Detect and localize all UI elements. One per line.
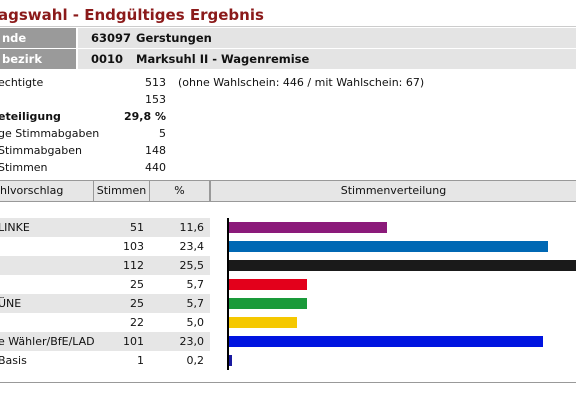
stat-row: echtigte 513 (ohne Wahlschein: 446 / mit W… — [0, 74, 576, 91]
stat-row: eteiligung 29,8 % — [0, 108, 576, 125]
results-table-header: hlvorschlag Stimmen % Stimmenverteilung — [0, 180, 576, 202]
region-code: 0010 — [91, 52, 124, 66]
stat-value: 148 — [145, 144, 166, 157]
table-row: 112 25,5 — [0, 256, 576, 275]
stat-row: ge Stimmabgaben 5 — [0, 125, 576, 142]
table-row: e Wähler/BfE/LAD 101 23,0 — [0, 332, 576, 351]
region-code: 63097 — [91, 31, 132, 45]
stat-note: (ohne Wahlschein: 446 / mit Wahlschein: … — [178, 76, 425, 89]
region-label: nde — [0, 28, 76, 48]
candidate-name: ÜNE — [0, 297, 22, 310]
stat-label: eteiligung — [0, 110, 61, 123]
candidate-votes: 1 — [137, 354, 144, 367]
candidate-name: Basis — [0, 354, 27, 367]
vote-share-bar — [229, 241, 548, 252]
stat-label: Stimmabgaben — [0, 144, 82, 157]
vote-share-bar — [229, 317, 297, 328]
column-header-percent: % — [150, 181, 210, 201]
table-row: 22 5,0 — [0, 313, 576, 332]
candidate-votes: 112 — [123, 259, 144, 272]
row-shade — [0, 218, 210, 237]
vote-share-bar — [229, 355, 232, 366]
candidate-votes: 51 — [130, 221, 144, 234]
region-label: bezirk — [0, 49, 76, 69]
row-shade — [0, 256, 210, 275]
candidate-name: e Wähler/BfE/LAD — [0, 335, 95, 348]
page-title: agswahl - Endgültiges Ergebnis — [0, 6, 264, 24]
stat-row: Stimmabgaben 148 — [0, 142, 576, 159]
column-header-candidate: hlvorschlag — [0, 181, 94, 201]
row-shade — [0, 332, 210, 351]
region-value: 0010 Marksuhl II - Wagenremise — [78, 49, 576, 69]
row-shade — [0, 294, 210, 313]
stat-value: 153 — [145, 93, 166, 106]
candidate-votes: 25 — [130, 297, 144, 310]
table-row: ÜNE 25 5,7 — [0, 294, 576, 313]
vote-share-bar — [229, 260, 576, 271]
stat-value: 29,8 % — [124, 110, 166, 123]
chart-axis — [227, 218, 229, 370]
stat-label: Stimmen — [0, 161, 48, 174]
candidate-percent: 23,4 — [179, 240, 205, 253]
candidate-votes: 25 — [130, 278, 144, 291]
title-divider — [0, 26, 576, 27]
stat-value: 440 — [145, 161, 166, 174]
candidate-percent: 0,2 — [186, 354, 205, 367]
candidate-percent: 23,0 — [179, 335, 205, 348]
table-row: 103 23,4 — [0, 237, 576, 256]
vote-share-bar — [229, 336, 543, 347]
region-value: 63097 Gerstungen — [78, 28, 576, 48]
candidate-percent: 5,7 — [186, 278, 205, 291]
table-row: Basis 1 0,2 — [0, 351, 576, 370]
table-row: LINKE 51 11,6 — [0, 218, 576, 237]
stat-row: 153 — [0, 91, 576, 108]
stat-label: echtigte — [0, 76, 44, 89]
stat-row: Stimmen 440 — [0, 159, 576, 176]
candidate-votes: 22 — [130, 316, 144, 329]
column-header-votes: Stimmen — [94, 181, 150, 201]
candidate-votes: 103 — [123, 240, 144, 253]
candidate-name: LINKE — [0, 221, 30, 234]
table-bottom-border — [0, 382, 576, 383]
candidate-percent: 5,0 — [186, 316, 205, 329]
table-row: 25 5,7 — [0, 275, 576, 294]
region-name: Gerstungen — [136, 31, 212, 45]
stat-value: 513 — [145, 76, 166, 89]
column-header-distribution: Stimmenverteilung — [210, 181, 576, 201]
candidate-percent: 5,7 — [186, 297, 205, 310]
vote-share-bar — [229, 279, 307, 290]
candidate-percent: 25,5 — [179, 259, 205, 272]
vote-share-bar — [229, 222, 387, 233]
region-name: Marksuhl II - Wagenremise — [136, 52, 310, 66]
stat-value: 5 — [159, 127, 166, 140]
vote-share-bar — [229, 298, 307, 309]
candidate-votes: 101 — [123, 335, 144, 348]
candidate-percent: 11,6 — [179, 221, 205, 234]
stat-label: ge Stimmabgaben — [0, 127, 100, 140]
